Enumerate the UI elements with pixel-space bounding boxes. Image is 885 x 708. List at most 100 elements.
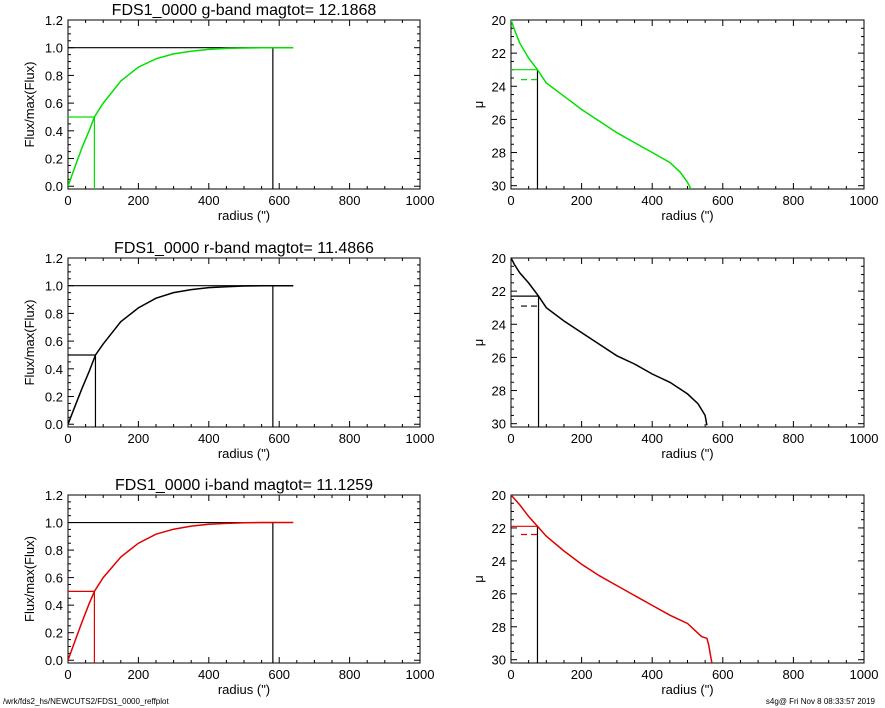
y-tick-label: 30 <box>492 653 506 668</box>
profile-line <box>68 284 294 425</box>
x-tick-label: 200 <box>128 431 150 446</box>
y-tick-label: 28 <box>492 620 506 635</box>
chart-panel-2: 0 200 400 600 800 1000 20 22 24 26 28 30 radius (") μ <box>471 13 878 223</box>
x-tick-label: 200 <box>571 431 593 446</box>
y-tick-label: 0.0 <box>45 653 63 668</box>
x-tick-label: 400 <box>641 431 663 446</box>
x-tick-label: 600 <box>268 431 290 446</box>
x-tick-label: 1000 <box>406 667 435 682</box>
x-tick-label: 400 <box>198 193 220 208</box>
plot-frame <box>67 257 421 428</box>
chart-panel-1: 0 200 400 600 800 1000 0.0 0.2 0.4 0.6 0.8 1.0 1.2 ra… <box>22 2 434 223</box>
chart-panel-4: 0 200 400 600 800 1000 20 22 24 26 28 30 radius (") μ <box>471 251 878 461</box>
y-axis-label: Flux/max(Flux) <box>22 536 37 622</box>
y-tick-label: 0.8 <box>45 68 63 83</box>
chart-panel-3: 0 200 400 600 800 1000 0.0 0.2 0.4 0.6 0.8 1.0 1.2 ra… <box>22 240 434 461</box>
y-tick-label: 1.0 <box>45 516 63 531</box>
x-tick-label: 600 <box>268 667 290 682</box>
chart-panel-5: 0 200 400 600 800 1000 0.0 0.2 0.4 0.6 0.8 1.0 1.2 ra… <box>22 477 434 697</box>
y-tick-label: 1.0 <box>45 41 63 56</box>
plot-area <box>68 284 294 427</box>
y-tick-label: 22 <box>492 46 506 61</box>
y-tick-label: 26 <box>492 112 506 127</box>
plot-area <box>511 258 708 427</box>
y-tick-label: 20 <box>492 251 506 266</box>
y-tick-label: 24 <box>492 554 506 569</box>
y-tick-label: 22 <box>492 521 506 536</box>
x-axis-label: radius (") <box>218 446 270 461</box>
chart-title: FDS1_0000 g-band magtot= 12.1868 <box>112 2 377 19</box>
x-tick-label: 1000 <box>406 431 435 446</box>
x-tick-label: 200 <box>128 193 150 208</box>
plot-frame <box>510 257 865 428</box>
x-tick-label: 400 <box>641 667 663 682</box>
y-axis-label: Flux/max(Flux) <box>22 300 37 386</box>
y-axis-label: μ <box>471 339 486 347</box>
x-tick-label: 400 <box>198 431 220 446</box>
x-tick-label: 800 <box>339 193 361 208</box>
plot-frame <box>67 19 421 190</box>
x-tick-label: 600 <box>268 193 290 208</box>
y-axis-label: μ <box>471 101 486 109</box>
x-tick-label: 1000 <box>850 431 879 446</box>
y-tick-label: 0.4 <box>45 124 63 139</box>
y-tick-label: 0.2 <box>45 626 63 641</box>
x-tick-label: 1000 <box>850 193 879 208</box>
y-tick-label: 0.4 <box>45 362 63 377</box>
x-axis-label: radius (") <box>218 208 270 223</box>
profile-line <box>511 20 692 189</box>
x-tick-label: 0 <box>507 667 514 682</box>
x-tick-label: 800 <box>339 431 361 446</box>
y-tick-label: 0.2 <box>45 152 63 167</box>
x-axis-label: radius (") <box>218 682 270 697</box>
y-tick-label: 0.4 <box>45 598 63 613</box>
profile-line <box>68 46 294 187</box>
x-tick-label: 800 <box>783 193 805 208</box>
y-tick-label: 0.8 <box>45 543 63 558</box>
y-tick-label: 0.0 <box>45 179 63 194</box>
y-tick-label: 0.6 <box>45 96 63 111</box>
chart-title: FDS1_0000 i-band magtot= 11.1259 <box>115 477 373 494</box>
plot-frame <box>510 494 865 664</box>
y-tick-label: 1.2 <box>45 13 63 28</box>
x-tick-label: 1000 <box>406 193 435 208</box>
y-tick-label: 20 <box>492 488 506 503</box>
plot-area <box>68 46 294 189</box>
x-tick-label: 0 <box>64 667 71 682</box>
y-tick-label: 22 <box>492 284 506 299</box>
footer-timestamp: s4g@ Fri Nov 8 08:33:57 2019 <box>765 697 875 706</box>
y-tick-label: 0.6 <box>45 334 63 349</box>
y-tick-label: 28 <box>492 384 506 399</box>
y-tick-label: 0.6 <box>45 571 63 586</box>
plot-area <box>511 495 713 663</box>
y-axis-label: Flux/max(Flux) <box>22 62 37 148</box>
x-tick-label: 0 <box>64 193 71 208</box>
plot-area <box>511 20 692 189</box>
plot-area <box>68 521 294 663</box>
x-tick-label: 200 <box>571 667 593 682</box>
footer-path: /wrk/fds2_hs/NEWCUTS2/FDS1_0000_reffplot <box>3 697 169 706</box>
chart-title: FDS1_0000 r-band magtot= 11.4866 <box>114 240 374 257</box>
x-tick-label: 200 <box>128 667 150 682</box>
x-tick-label: 0 <box>507 193 514 208</box>
plot-frame <box>510 19 865 190</box>
profile-line <box>511 495 713 663</box>
y-axis-label: μ <box>471 575 486 583</box>
x-tick-label: 800 <box>783 667 805 682</box>
x-axis-label: radius (") <box>661 682 713 697</box>
x-tick-label: 600 <box>712 193 734 208</box>
x-tick-label: 800 <box>783 431 805 446</box>
profile-line <box>511 258 708 426</box>
profile-line <box>68 521 294 661</box>
plot-frame <box>67 494 421 664</box>
x-axis-label: radius (") <box>661 208 713 223</box>
y-tick-label: 30 <box>492 179 506 194</box>
x-tick-label: 1000 <box>850 667 879 682</box>
y-tick-label: 1.0 <box>45 279 63 294</box>
y-tick-label: 24 <box>492 317 506 332</box>
x-tick-label: 0 <box>507 431 514 446</box>
y-tick-label: 0.0 <box>45 417 63 432</box>
y-tick-label: 28 <box>492 146 506 161</box>
y-tick-label: 1.2 <box>45 251 63 266</box>
